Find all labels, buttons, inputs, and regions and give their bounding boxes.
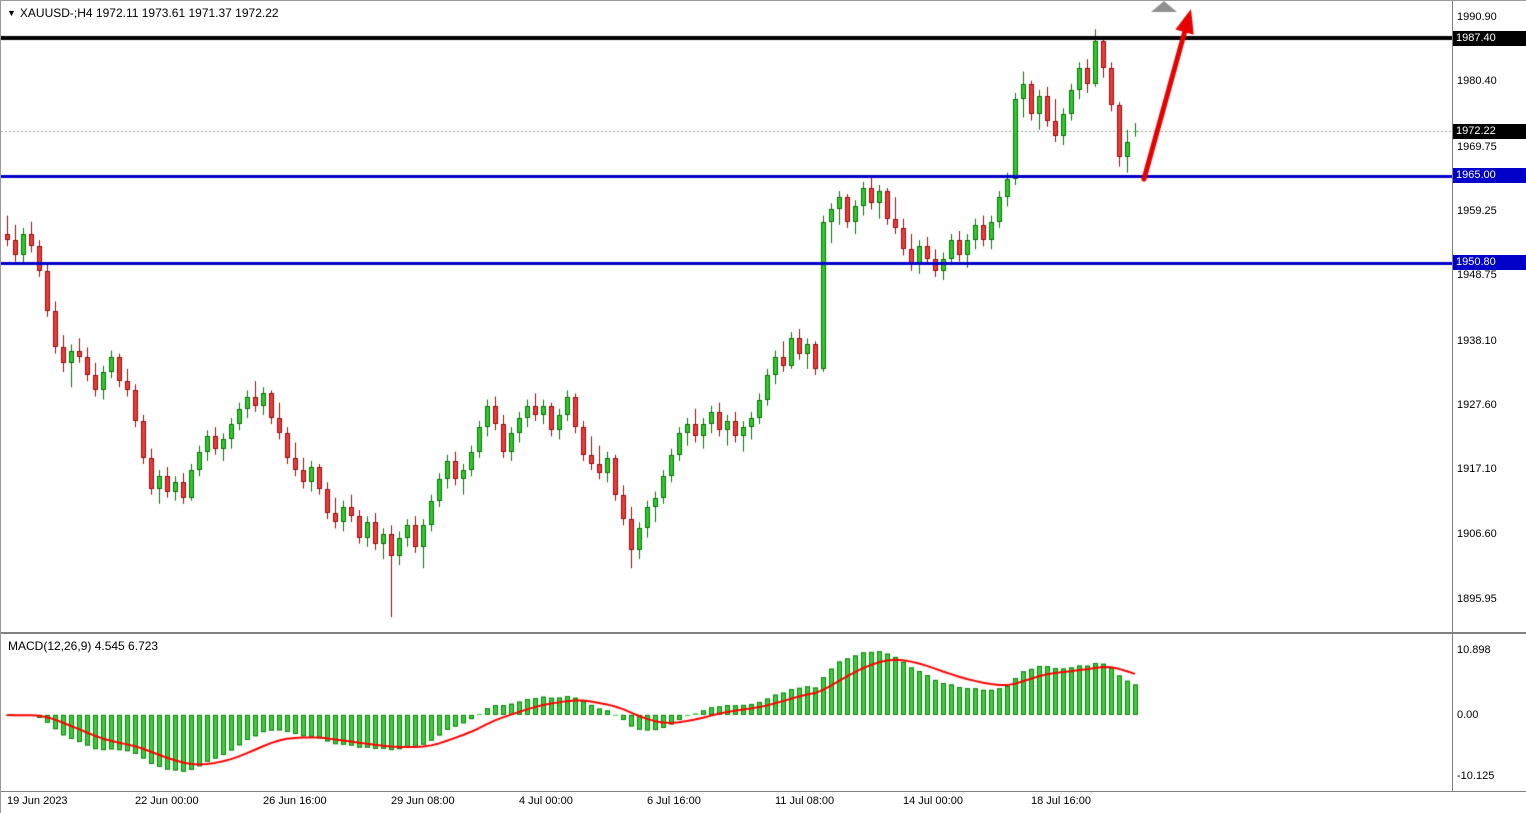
chart-macd-divider[interactable]	[1, 632, 1526, 634]
macd-tick-label: 10.898	[1457, 643, 1491, 656]
symbol-ohlc-text: XAUUSD-;H4 1972.11 1973.61 1971.37 1972.…	[19, 6, 279, 20]
symbol-collapse-icon[interactable]: ▼	[7, 8, 16, 18]
macd-indicator-label: MACD(12,26,9) 4.545 6.723	[8, 639, 159, 653]
price-level-badge: 1972.22	[1452, 123, 1526, 139]
time-axis-divider	[1, 791, 1526, 792]
time-tick-label: 11 Jul 08:00	[775, 795, 835, 807]
price-axis-divider	[1452, 1, 1453, 791]
price-level-badge: 1950.80	[1452, 255, 1526, 271]
time-tick-label: 4 Jul 00:00	[519, 795, 573, 807]
price-tick-label: 1959.25	[1457, 205, 1497, 218]
time-tick-label: 29 Jun 08:00	[391, 795, 455, 807]
time-tick-label: 26 Jun 16:00	[263, 795, 327, 807]
time-tick-label: 14 Jul 00:00	[903, 795, 963, 807]
price-tick-label: 1906.60	[1457, 527, 1497, 540]
macd-indicator-canvas[interactable]	[1, 634, 1452, 791]
price-axis[interactable]: 1990.90 1980.40 1969.75 1959.25 1948.75 1938.…	[1452, 1, 1526, 791]
macd-tick-label: 0.00	[1457, 708, 1479, 721]
time-tick-label: 6 Jul 16:00	[647, 795, 701, 807]
price-tick-label: 1938.10	[1457, 334, 1497, 347]
price-tick-label: 1895.95	[1457, 593, 1497, 606]
price-level-badge: 1987.40	[1452, 30, 1526, 46]
time-tick-label: 18 Jul 16:00	[1031, 795, 1091, 807]
time-tick-label: 19 Jun 2023	[7, 795, 68, 807]
price-tick-label: 1917.10	[1457, 463, 1497, 476]
price-tick-label: 1969.75	[1457, 140, 1497, 153]
price-chart-canvas[interactable]	[1, 1, 1452, 632]
macd-tick-label: -10.125	[1457, 769, 1495, 782]
price-tick-label: 1980.40	[1457, 75, 1497, 88]
time-tick-label: 22 Jun 00:00	[135, 795, 199, 807]
time-axis[interactable]: 19 Jun 2023 22 Jun 00:00 26 Jun 16:00 29 Ju…	[1, 792, 1526, 813]
price-tick-label: 1990.90	[1457, 10, 1497, 23]
price-level-badge: 1965.00	[1452, 168, 1526, 184]
symbol-ohlc-info: ▼ XAUUSD-;H4 1972.11 1973.61 1971.37 1972…	[7, 6, 279, 20]
price-tick-label: 1948.75	[1457, 269, 1497, 282]
price-tick-label: 1927.60	[1457, 399, 1497, 412]
